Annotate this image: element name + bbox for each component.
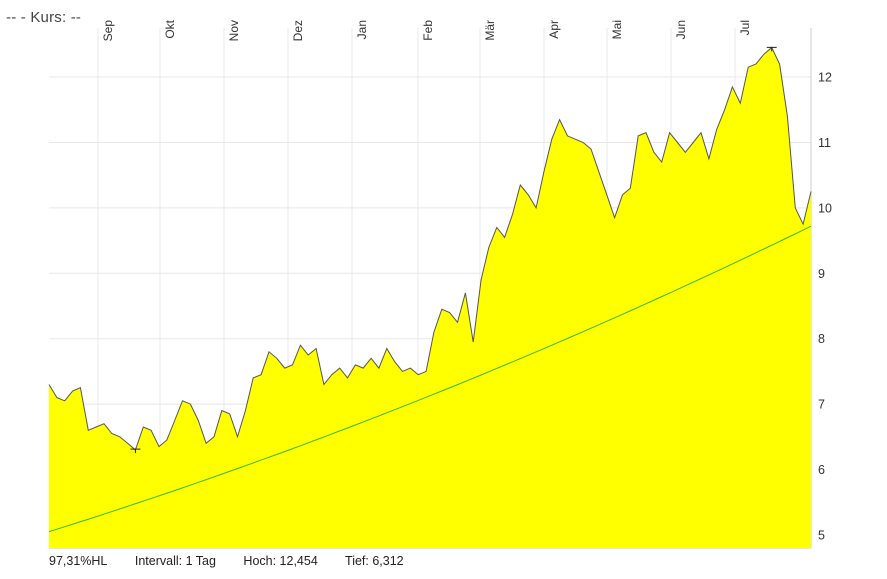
chart-footer: 97,31%HL Intervall: 1 Tag Hoch: 12,454 T… <box>49 554 428 568</box>
y-tick-label: 10 <box>818 201 832 215</box>
x-axis-ticks: Sep Okt Nov Dez Jan Feb Mär Apr Mai Jun Jul <box>101 19 752 41</box>
high-value: Hoch: 12,454 <box>243 554 318 568</box>
x-tick-label: Nov <box>227 20 241 41</box>
y-tick-label: 8 <box>818 332 825 346</box>
x-tick-label: Feb <box>421 20 435 41</box>
x-tick-label: Jan <box>355 20 369 39</box>
low-value: Tief: 6,312 <box>345 554 404 568</box>
y-tick-label: 12 <box>818 71 832 85</box>
interval-label: Intervall: 1 Tag <box>134 554 216 568</box>
low-marker <box>130 448 141 454</box>
x-tick-label: Jul <box>738 20 752 35</box>
y-tick-label: 7 <box>818 398 825 412</box>
x-tick-label: Apr <box>547 20 561 39</box>
x-tick-label: Sep <box>101 20 115 42</box>
y-tick-label: 11 <box>818 136 831 150</box>
x-tick-label: Mär <box>483 20 497 41</box>
x-tick-label: Dez <box>291 20 305 41</box>
moving-average-line <box>48 225 812 533</box>
y-tick-label: 5 <box>818 528 825 542</box>
x-tick-label: Jun <box>674 20 688 39</box>
y-tick-label: 6 <box>818 463 825 477</box>
hl-range: 97,31%HL <box>49 554 108 568</box>
high-low-markers <box>130 46 777 454</box>
price-area <box>49 47 811 548</box>
high-marker <box>766 46 777 52</box>
y-axis-ticks: 5 6 7 8 9 10 11 12 <box>818 71 832 543</box>
price-line <box>48 46 812 451</box>
x-tick-label: Mai <box>610 20 624 39</box>
y-tick-label: 9 <box>818 267 825 281</box>
chart-title: -- - Kurs: -- <box>6 9 82 26</box>
x-tick-label: Okt <box>163 19 177 38</box>
